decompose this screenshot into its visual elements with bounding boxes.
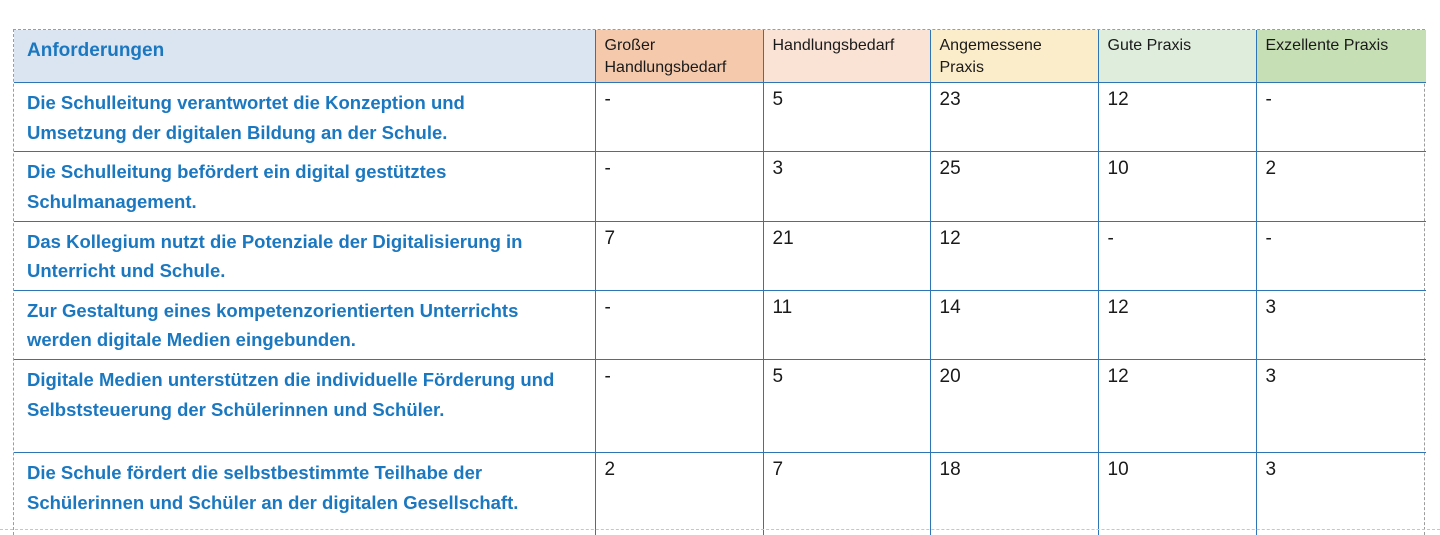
value-cell[interactable]: 23 bbox=[929, 82, 1099, 153]
value-cell[interactable]: - bbox=[594, 82, 764, 153]
column-header-anforderungen[interactable]: Anforderungen bbox=[14, 30, 596, 84]
header-row: Anforderungen Großer Handlungsbedarf Han… bbox=[14, 30, 1426, 84]
value-cell[interactable]: 5 bbox=[762, 82, 931, 153]
value-cell[interactable]: - bbox=[594, 358, 764, 453]
value-cell[interactable]: 20 bbox=[929, 358, 1099, 453]
value-cell[interactable]: - bbox=[1255, 82, 1426, 153]
value-cell[interactable]: - bbox=[594, 151, 764, 222]
value-cell[interactable]: - bbox=[1255, 220, 1426, 291]
value-cell[interactable]: 3 bbox=[1255, 289, 1426, 360]
value-cell[interactable]: 18 bbox=[929, 451, 1099, 535]
requirement-cell[interactable]: Die Schule fördert die selbstbestimmte T… bbox=[14, 451, 596, 535]
value-cell[interactable]: 21 bbox=[762, 220, 931, 291]
requirement-row: Das Kollegium nutzt die Potenziale der D… bbox=[14, 220, 1426, 291]
assessment-table: Anforderungen Großer Handlungsbedarf Han… bbox=[13, 29, 1426, 535]
requirement-row: Die Schulleitung befördert ein digital g… bbox=[14, 151, 1426, 222]
requirement-cell[interactable]: Zur Gestaltung eines kompetenzorientiert… bbox=[14, 289, 596, 360]
value-cell[interactable]: 3 bbox=[762, 151, 931, 222]
requirement-row: Die Schule fördert die selbstbestimmte T… bbox=[14, 451, 1426, 535]
value-cell[interactable]: 25 bbox=[929, 151, 1099, 222]
column-header-exzellente-praxis[interactable]: Exzellente Praxis bbox=[1255, 30, 1426, 84]
value-cell[interactable]: - bbox=[594, 289, 764, 360]
value-cell[interactable]: 2 bbox=[594, 451, 764, 535]
value-cell[interactable]: - bbox=[1097, 220, 1257, 291]
value-cell[interactable]: 10 bbox=[1097, 151, 1257, 222]
requirement-cell[interactable]: Das Kollegium nutzt die Potenziale der D… bbox=[14, 220, 596, 291]
requirement-cell[interactable]: Die Schulleitung verantwortet die Konzep… bbox=[14, 82, 596, 153]
value-cell[interactable]: 5 bbox=[762, 358, 931, 453]
requirement-row: Digitale Medien unterstützen die individ… bbox=[14, 358, 1426, 453]
column-header-handlungsbedarf[interactable]: Handlungsbedarf bbox=[762, 30, 931, 84]
requirement-cell[interactable]: Die Schulleitung befördert ein digital g… bbox=[14, 151, 596, 222]
value-cell[interactable]: 12 bbox=[1097, 289, 1257, 360]
value-cell[interactable]: 3 bbox=[1255, 358, 1426, 453]
requirement-row: Zur Gestaltung eines kompetenzorientiert… bbox=[14, 289, 1426, 360]
value-cell[interactable]: 10 bbox=[1097, 451, 1257, 535]
value-cell[interactable]: 14 bbox=[929, 289, 1099, 360]
value-cell[interactable]: 2 bbox=[1255, 151, 1426, 222]
value-cell[interactable]: 12 bbox=[1097, 82, 1257, 153]
value-cell[interactable]: 12 bbox=[929, 220, 1099, 291]
value-cell[interactable]: 7 bbox=[594, 220, 764, 291]
column-header-angemessene-praxis[interactable]: Angemessene Praxis bbox=[929, 30, 1099, 84]
column-header-grosser-handlungsbedarf[interactable]: Großer Handlungsbedarf bbox=[594, 30, 764, 84]
requirements-grid: Anforderungen Großer Handlungsbedarf Han… bbox=[14, 30, 1426, 535]
requirement-cell[interactable]: Digitale Medien unterstützen die individ… bbox=[14, 358, 596, 453]
text-boundary-line bbox=[0, 529, 1440, 530]
column-header-gute-praxis[interactable]: Gute Praxis bbox=[1097, 30, 1257, 84]
value-cell[interactable]: 11 bbox=[762, 289, 931, 360]
value-cell[interactable]: 3 bbox=[1255, 451, 1426, 535]
value-cell[interactable]: 7 bbox=[762, 451, 931, 535]
requirement-row: Die Schulleitung verantwortet die Konzep… bbox=[14, 82, 1426, 153]
value-cell[interactable]: 12 bbox=[1097, 358, 1257, 453]
